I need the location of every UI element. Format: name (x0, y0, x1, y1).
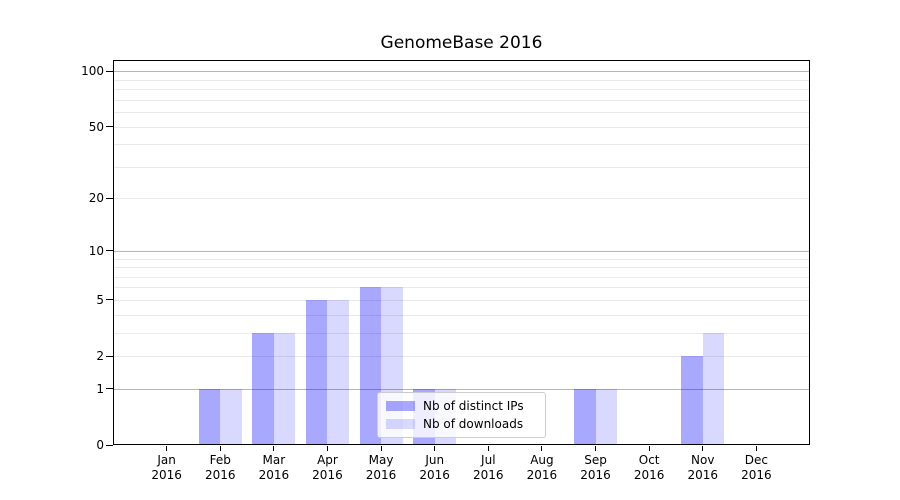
x-tick-mark (541, 446, 543, 451)
x-axis-tick-label: Dec 2016 (741, 453, 772, 482)
gridline-minor (114, 126, 809, 128)
bar-distinct-ips (681, 356, 703, 444)
legend-label: Nb of downloads (423, 417, 524, 431)
gridline-minor (114, 332, 809, 334)
x-tick-mark (166, 446, 168, 451)
y-axis-tick-label: 100 (81, 64, 104, 79)
x-axis-tick-label: Aug 2016 (526, 453, 558, 482)
x-tick-mark (487, 446, 489, 451)
bar-downloads (327, 299, 349, 444)
gridline-major (114, 388, 809, 390)
gridline-minor (114, 314, 809, 316)
y-tick-mark (106, 197, 113, 199)
gridline-minor (114, 112, 809, 114)
y-tick-mark (106, 250, 113, 252)
gridline-minor (114, 299, 809, 301)
plot-area (113, 60, 810, 445)
gridline-minor (114, 287, 809, 289)
gridline-minor (114, 99, 809, 101)
y-axis-tick-label: 50 (88, 119, 104, 134)
x-axis-tick-label: Apr 2016 (312, 453, 343, 482)
y-axis-tick-label: 2 (96, 349, 104, 364)
x-axis-tick-label: Jan 2016 (151, 453, 182, 482)
gridline-minor (114, 356, 809, 358)
bar-distinct-ips (306, 299, 328, 444)
legend-item: Nb of downloads (386, 417, 537, 431)
bar-distinct-ips (252, 332, 274, 444)
x-tick-mark (380, 446, 382, 451)
y-axis-tick-label: 20 (88, 191, 104, 206)
y-tick-mark (106, 355, 113, 357)
x-tick-mark (755, 446, 757, 451)
legend-label: Nb of distinct IPs (423, 399, 524, 413)
y-tick-mark (106, 388, 113, 390)
bar-distinct-ips (198, 388, 221, 444)
y-axis-tick-label: 0 (96, 438, 104, 452)
x-tick-mark (648, 446, 650, 451)
gridline-minor (114, 89, 809, 91)
legend-swatch (386, 401, 415, 411)
x-tick-mark (326, 446, 328, 451)
x-tick-mark (595, 446, 597, 451)
x-axis-tick-label: Mar 2016 (258, 453, 290, 482)
x-axis-tick-label: Jul 2016 (473, 453, 504, 482)
x-tick-mark (702, 446, 704, 451)
gridline-minor (114, 258, 809, 260)
gridline-minor (114, 79, 809, 81)
bar-downloads (595, 388, 617, 444)
bar-downloads (702, 332, 725, 444)
gridline-minor (114, 267, 809, 269)
x-tick-mark (219, 446, 221, 451)
gridline-minor (114, 276, 809, 278)
bar-downloads (273, 332, 296, 444)
bar-distinct-ips (359, 287, 382, 444)
y-axis-tick-label: 5 (96, 292, 104, 307)
gridline-major (114, 71, 809, 73)
x-axis-tick-label: Feb 2016 (204, 453, 236, 482)
bar-downloads (220, 388, 242, 444)
x-axis-tick-label: Oct 2016 (633, 453, 665, 482)
y-axis-tick-label: 10 (88, 243, 104, 258)
y-tick-mark (106, 299, 113, 301)
x-tick-mark (273, 446, 275, 451)
y-tick-mark (106, 126, 113, 128)
y-tick-mark (106, 444, 113, 446)
legend-item: Nb of distinct IPs (386, 399, 537, 413)
gridline-minor (114, 144, 809, 146)
x-axis-tick-label: May 2016 (365, 453, 397, 482)
x-axis-tick-label: Nov 2016 (687, 453, 719, 482)
y-axis-tick-label: 1 (96, 381, 104, 396)
gridline-minor (114, 166, 809, 168)
legend-swatch (386, 419, 415, 429)
legend: Nb of distinct IPs Nb of downloads (377, 392, 546, 438)
y-tick-mark (106, 70, 113, 72)
gridline-minor (114, 198, 809, 200)
x-axis-tick-label: Sep 2016 (580, 453, 611, 482)
gridline-major (114, 250, 809, 252)
x-tick-mark (434, 446, 436, 451)
bar-distinct-ips (574, 388, 596, 444)
chart-title: GenomeBase 2016 (380, 33, 543, 53)
x-axis-tick-label: Jun 2016 (419, 453, 450, 482)
